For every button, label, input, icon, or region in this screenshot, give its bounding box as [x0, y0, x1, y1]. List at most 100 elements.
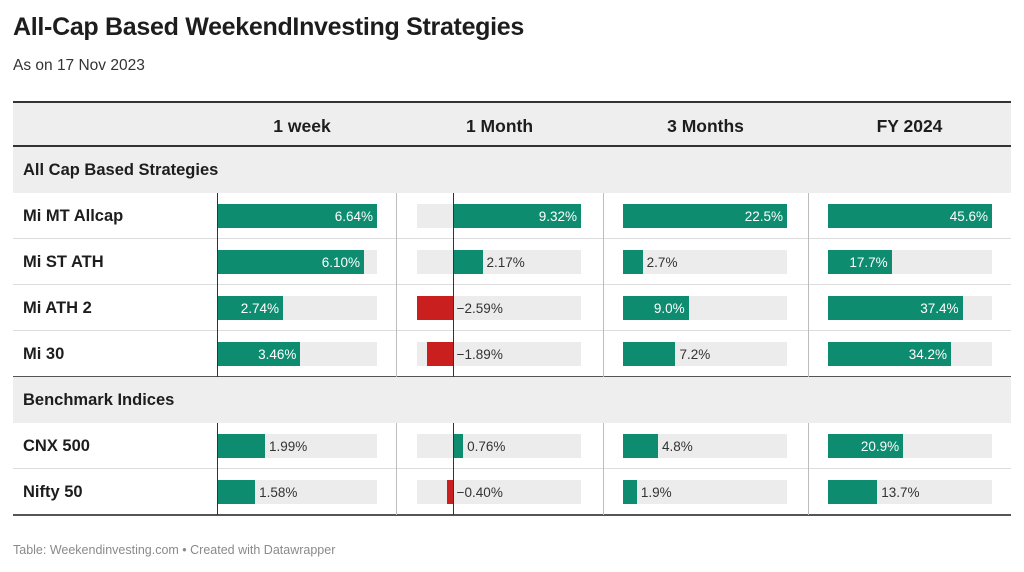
column-divider: [603, 331, 604, 377]
value-label: −2.59%: [456, 301, 503, 316]
table-row: Mi ST ATH 6.10% 2.17% 2.7% 17.7%: [13, 239, 1011, 285]
column-divider: [603, 193, 604, 239]
value-label: 2.7%: [646, 255, 678, 270]
value-label: 9.0%: [653, 301, 685, 316]
column-divider: [396, 285, 397, 331]
row-label-nifty-50: Nifty 50: [23, 483, 83, 501]
zero-axis-line: [217, 331, 218, 377]
bar-track: [417, 480, 581, 504]
row-divider: [13, 284, 1011, 285]
value-label: 45.6%: [949, 209, 988, 224]
zero-axis-line: [452, 423, 454, 469]
row-divider: [13, 330, 1011, 331]
column-divider: [808, 423, 809, 469]
bar-mi-30-1-week: [217, 342, 301, 366]
bar-nifty-50-1-month: [447, 480, 453, 504]
bar-mi-st-ath-3-months: [623, 250, 643, 274]
chart-footer: Table: Weekendinvesting.com • Created wi…: [13, 543, 336, 557]
bar-mi-ath-2-fy-2024: [828, 296, 963, 320]
row-label-mi-mt-allcap: Mi MT Allcap: [23, 207, 124, 225]
table-row: Mi 30 3.46% −1.89% 7.2% 34.2%: [13, 331, 1011, 377]
zero-axis-line: [217, 423, 218, 469]
column-divider: [808, 331, 809, 377]
bar-mi-mt-allcap-3-months: [623, 204, 787, 228]
value-label: 7.2%: [679, 347, 711, 362]
bar-nifty-50-1-week: [217, 480, 256, 504]
column-header-fy-2024: FY 2024: [876, 116, 943, 136]
bar-cnx-500-3-months: [623, 434, 658, 458]
table-header-row: 1 week 1 Month 3 Months FY 2024: [13, 101, 1011, 147]
zero-axis-line: [452, 469, 454, 515]
bar-mi-30-fy-2024: [828, 342, 951, 366]
zero-axis-line: [217, 193, 218, 239]
bar-mi-mt-allcap-1-week: [217, 204, 377, 228]
value-label: 1.58%: [259, 485, 298, 500]
column-header-3-months: 3 Months: [667, 116, 744, 136]
bar-mi-ath-2-3-months: [623, 296, 689, 320]
column-divider: [808, 285, 809, 331]
bar-cnx-500-1-month: [452, 434, 464, 458]
bar-cnx-500-fy-2024: [828, 434, 904, 458]
column-divider: [603, 285, 604, 331]
column-divider: [396, 331, 397, 377]
value-label: −0.40%: [456, 485, 503, 500]
value-label: 20.9%: [860, 439, 900, 454]
bar-mi-mt-allcap-1-month: [452, 204, 581, 228]
column-divider: [396, 193, 397, 239]
group-label: Benchmark Indices: [23, 391, 175, 409]
value-label: 3.46%: [258, 347, 297, 362]
chart-subtitle: As on 17 Nov 2023: [13, 57, 145, 74]
value-label: 6.64%: [334, 209, 373, 224]
group-row-all-cap-based-strategies: All Cap Based Strategies: [13, 147, 1011, 193]
value-label: 34.2%: [908, 347, 947, 362]
row-label-cnx-500: CNX 500: [23, 437, 90, 455]
row-label-mi-ath-2: Mi ATH 2: [23, 299, 92, 317]
bar-mi-mt-allcap-fy-2024: [828, 204, 992, 228]
row-label-mi-st-ath: Mi ST ATH: [23, 253, 104, 271]
row-divider: [13, 238, 1011, 239]
zero-axis-line: [217, 239, 218, 285]
table-row: CNX 500 1.99% 0.76% 4.8% 20.9%: [13, 423, 1011, 469]
table-row: Mi ATH 2 2.74% −2.59% 9.0% 37.4%: [13, 285, 1011, 331]
zero-axis-line: [452, 285, 454, 331]
value-label: 17.7%: [849, 255, 888, 270]
value-label: −1.89%: [456, 347, 503, 362]
column-header-1-week: 1 week: [273, 116, 331, 136]
bar-nifty-50-3-months: [623, 480, 637, 504]
row-label-mi-30: Mi 30: [23, 345, 65, 363]
zero-axis-line: [452, 239, 454, 285]
value-label: 9.32%: [538, 209, 577, 224]
column-divider: [396, 469, 397, 515]
zero-axis-line: [217, 285, 218, 331]
bar-mi-30-1-month: [426, 342, 453, 366]
value-label: 1.99%: [268, 439, 308, 454]
table-row: Mi MT Allcap 6.64% 9.32% 22.5% 45.6%: [13, 193, 1011, 239]
value-label: 2.74%: [240, 301, 280, 316]
group-label: All Cap Based Strategies: [23, 161, 219, 179]
value-label: 37.4%: [920, 301, 959, 316]
chart-title: All-Cap Based WeekendInvesting Strategie…: [13, 13, 525, 41]
column-divider: [603, 239, 604, 285]
value-label: 0.76%: [467, 439, 506, 454]
bar-mi-ath-2-1-week: [217, 296, 284, 320]
bar-mi-st-ath-1-month: [452, 250, 483, 274]
column-divider: [396, 239, 397, 285]
zero-axis-line: [217, 469, 218, 515]
bar-nifty-50-fy-2024: [828, 480, 878, 504]
zero-axis-line: [452, 331, 454, 377]
bar-track: [623, 250, 787, 274]
column-divider: [808, 193, 809, 239]
column-divider: [808, 469, 809, 515]
bar-mi-ath-2-1-month: [417, 296, 453, 320]
value-label: 4.8%: [661, 439, 693, 454]
bar-track: [623, 480, 787, 504]
group-row-benchmark-indices: Benchmark Indices: [13, 377, 1011, 423]
column-divider: [603, 423, 604, 469]
column-divider: [603, 469, 604, 515]
column-divider: [808, 239, 809, 285]
bar-mi-st-ath-fy-2024: [828, 250, 892, 274]
row-divider: [13, 468, 1011, 469]
bar-track: [417, 250, 581, 274]
bar-cnx-500-1-week: [217, 434, 265, 458]
bar-mi-30-3-months: [623, 342, 676, 366]
